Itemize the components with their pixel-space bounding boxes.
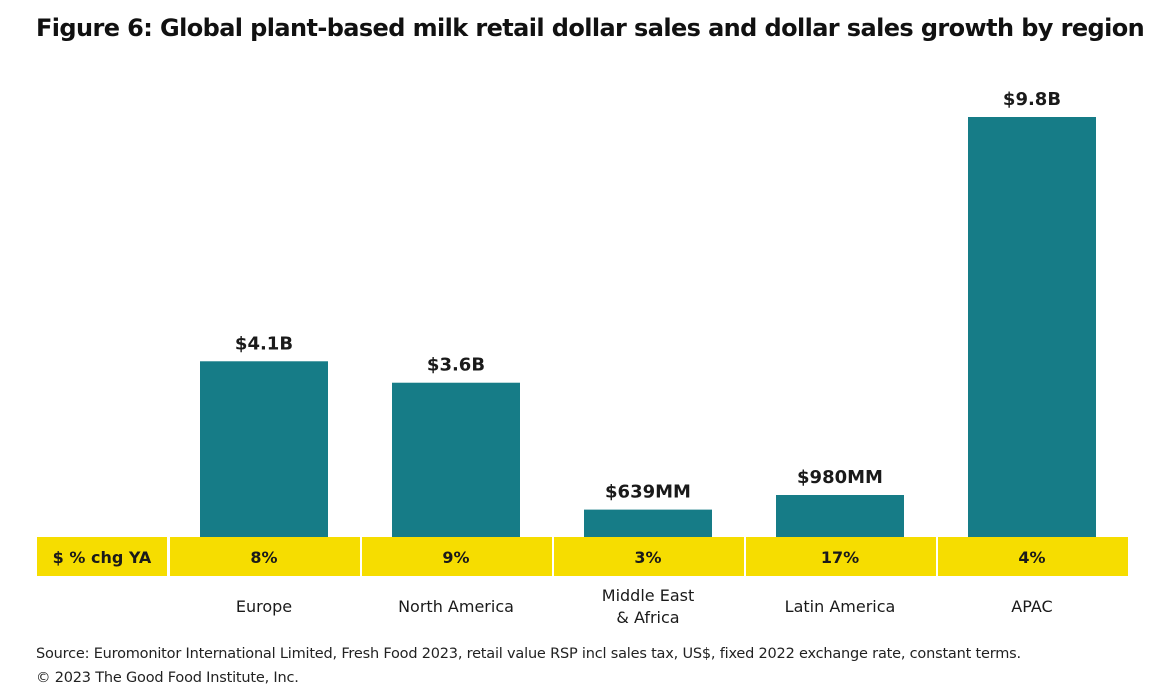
growth-row: $ % chg YA 8% 9% 3% 17% 4% <box>37 537 1128 576</box>
category-label-line: APAC <box>1011 597 1052 616</box>
value-label-1: $3.6B <box>427 355 485 376</box>
bar-3 <box>776 495 904 537</box>
growth-cell-3 <box>746 537 936 576</box>
bars-group <box>200 117 1096 537</box>
growth-cell-4 <box>938 537 1128 576</box>
source-text: Source: Euromonitor International Limite… <box>36 646 1021 662</box>
value-label-3: $980MM <box>797 467 883 488</box>
value-label-2: $639MM <box>605 482 691 503</box>
growth-cell-0 <box>170 537 360 576</box>
growth-value-1: 9% <box>442 548 469 567</box>
copyright-text: © 2023 The Good Food Institute, Inc. <box>36 670 299 686</box>
category-label-3: Latin America <box>785 597 896 616</box>
chart-title: Figure 6: Global plant-based milk retail… <box>36 14 1145 42</box>
category-label-4: APAC <box>1011 597 1052 616</box>
category-label-line: Europe <box>236 597 292 616</box>
bar-0 <box>200 361 328 537</box>
source-note: Source: Euromonitor International Limite… <box>36 642 1021 690</box>
value-label-4: $9.8B <box>1003 89 1061 110</box>
category-label-line: Middle East <box>602 586 694 605</box>
value-labels-group: $4.1B $3.6B $639MM $980MM $9.8B <box>235 89 1061 503</box>
growth-cell-2 <box>554 537 744 576</box>
bar-1 <box>392 382 520 537</box>
bar-4 <box>968 117 1096 537</box>
growth-value-2: 3% <box>634 548 661 567</box>
growth-cell-1 <box>362 537 552 576</box>
growth-row-label-cell <box>37 537 167 576</box>
category-labels-group: Europe North America Middle East & Africa La… <box>236 586 1053 627</box>
category-label-1: North America <box>398 597 514 616</box>
value-label-0: $4.1B <box>235 333 293 354</box>
category-label-line: North America <box>398 597 514 616</box>
category-label-2: Middle East & Africa <box>602 586 694 627</box>
category-label-line: & Africa <box>616 608 679 627</box>
bar-2 <box>584 509 712 537</box>
category-label-line: Latin America <box>785 597 896 616</box>
growth-value-0: 8% <box>250 548 277 567</box>
growth-row-label: $ % chg YA <box>53 548 152 567</box>
growth-value-4: 4% <box>1018 548 1045 567</box>
category-label-0: Europe <box>236 597 292 616</box>
growth-value-3: 17% <box>821 548 859 567</box>
